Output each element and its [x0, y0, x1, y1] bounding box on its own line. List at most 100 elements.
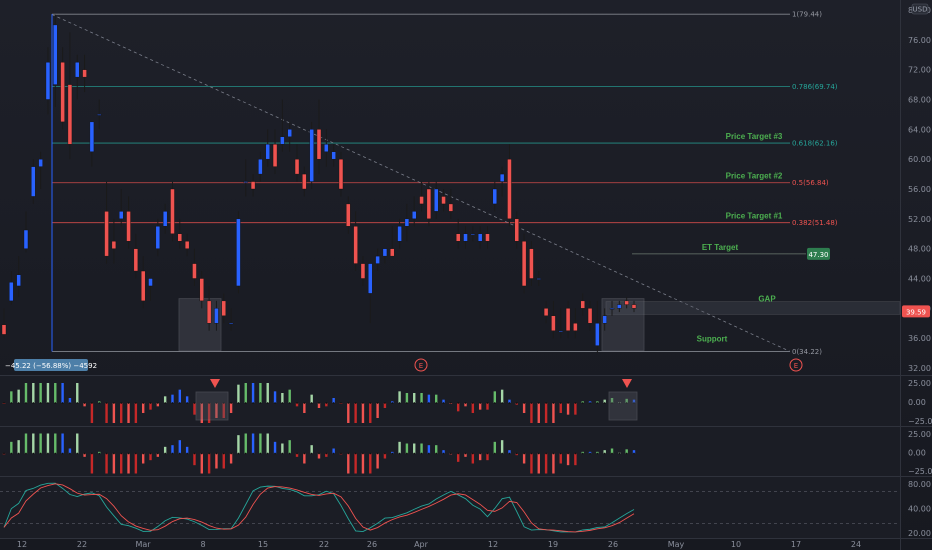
osc2-bar: [273, 441, 277, 454]
osc2-zero-dot: [288, 452, 291, 455]
candle-body: [206, 300, 212, 324]
osc1-bar: [317, 403, 321, 408]
candle: [609, 300, 615, 316]
osc1-zero-dot: [545, 402, 547, 404]
candle: [272, 129, 278, 175]
osc2-zero-dot: [581, 452, 584, 455]
osc1-zero-dot: [266, 402, 269, 404]
candle: [23, 211, 29, 253]
osc2-zero-dot: [10, 452, 13, 455]
osc1-bar: [530, 403, 533, 423]
measure-badge: [14, 359, 88, 371]
candle-body: [9, 282, 14, 302]
price-tick-label: 72.00: [908, 66, 931, 75]
candle-body: [67, 84, 73, 145]
osc2-zero-dot: [413, 452, 416, 455]
candle: [587, 300, 593, 331]
osc2-bar: [500, 440, 504, 454]
time-tick-label: 12: [488, 540, 498, 549]
candle: [302, 166, 307, 197]
osc2-bar: [610, 448, 614, 454]
fib-level-label: 0(34.22): [792, 348, 822, 356]
osc1-bar: [486, 403, 489, 410]
osc2-bar: [508, 450, 511, 454]
osc2-bar: [493, 441, 497, 454]
osc3-d-line: [3, 483, 635, 533]
osc2-zero-dot: [76, 452, 79, 455]
osc1-zero-dot: [427, 402, 430, 404]
candle: [184, 233, 190, 257]
osc1-zero-dot: [611, 402, 613, 404]
osc1-bar: [244, 383, 247, 403]
candle: [624, 297, 629, 309]
osc1-bar: [427, 394, 431, 403]
osc1-zero-dot: [134, 402, 137, 404]
candle-body: [338, 158, 344, 190]
et-target-value: 47.30: [808, 251, 828, 259]
osc2-zero-dot: [17, 452, 20, 455]
osc1-bar: [207, 403, 211, 423]
osc1-zero-dot: [354, 402, 357, 404]
osc1-zero-dot: [112, 402, 115, 404]
osc2-zero-dot: [435, 452, 438, 455]
osc1-zero-dot: [589, 402, 591, 404]
annotation-label: ET Target: [702, 243, 739, 252]
osc2-zero-dot: [427, 452, 430, 455]
osc2-zero-dot: [98, 452, 101, 455]
osc-highlight-box-1: [195, 391, 229, 421]
osc2-bar: [361, 453, 365, 474]
candle: [206, 285, 212, 331]
candle: [89, 121, 95, 167]
candle-body: [31, 166, 36, 197]
time-tick-label: 22: [319, 540, 329, 549]
osc2-zero-dot: [91, 452, 93, 455]
candle: [573, 308, 578, 339]
osc1-zero-dot: [523, 402, 526, 404]
osc1-zero-dot: [200, 402, 203, 404]
osc2-zero-dot: [215, 452, 218, 455]
osc1-zero-dot: [10, 402, 13, 404]
osc1-bar: [559, 403, 562, 413]
osc2-zero-dot: [164, 452, 167, 455]
candle-body: [390, 248, 395, 257]
candle-body: [580, 300, 585, 309]
candle-body: [595, 323, 600, 346]
osc1-zero-dot: [596, 402, 599, 404]
candle: [368, 263, 373, 324]
osc1-zero-dot: [618, 402, 621, 404]
candle: [53, 14, 58, 107]
osc2-zero-dot: [237, 452, 240, 455]
osc2-bar: [200, 453, 203, 474]
osc2-zero-dot: [523, 452, 526, 455]
candle-body: [75, 62, 80, 78]
candle-body: [499, 173, 505, 182]
osc1-zero-dot: [406, 402, 408, 404]
candle-body: [265, 144, 270, 160]
osc2-bar: [68, 448, 72, 454]
osc2-bar: [559, 453, 562, 464]
et-target-badge: [807, 247, 830, 260]
osc2-zero-dot: [552, 452, 555, 455]
highlight-box-2: [601, 298, 645, 352]
candle: [170, 181, 175, 242]
candle: [382, 248, 388, 264]
candle: [426, 181, 432, 227]
earnings-marker: [414, 358, 428, 372]
candle-body: [412, 211, 417, 220]
candle-body: [397, 226, 402, 242]
candle-body: [272, 144, 278, 167]
osc3-tick-label: 20.00: [908, 529, 931, 538]
osc1-zero-dot: [449, 402, 452, 404]
candle: [192, 248, 197, 286]
candle-body: [573, 323, 578, 331]
osc2-zero-dot: [178, 452, 181, 455]
osc1-zero-dot: [376, 402, 379, 404]
candle-body: [184, 241, 190, 249]
osc2-bar: [478, 453, 482, 461]
osc2-bar: [456, 453, 460, 462]
candle-body: [214, 308, 219, 324]
candle-body: [324, 144, 329, 152]
candle-body: [192, 263, 197, 279]
